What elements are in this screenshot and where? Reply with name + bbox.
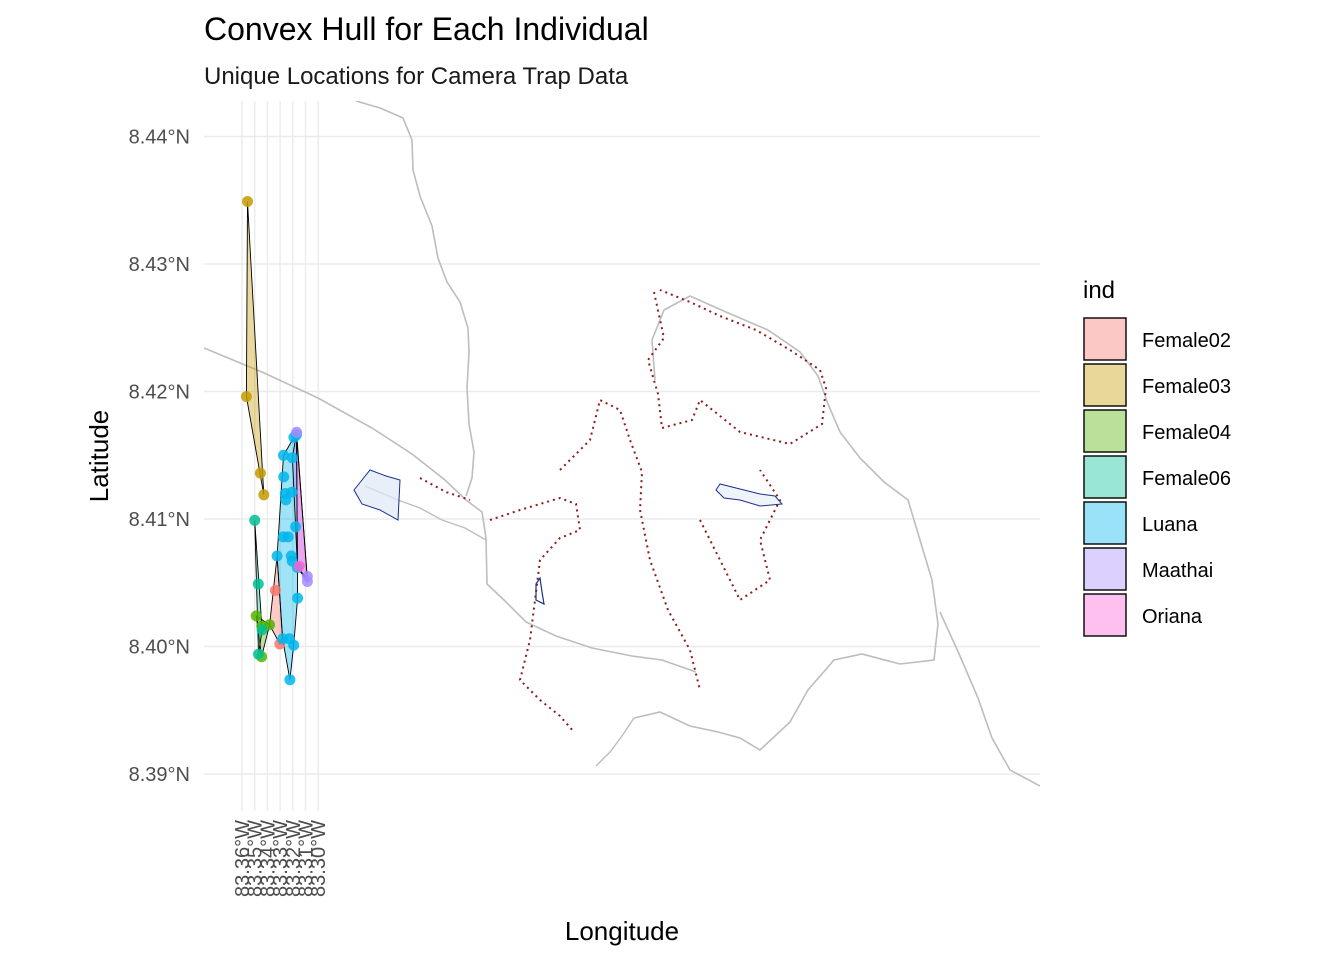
x-tick-label-4: 83.32°W [283,820,305,897]
point-luana-18 [292,592,304,604]
x-tick-label-0: 83.36°W [232,820,254,897]
point-luana-0 [278,449,289,461]
y-tick-label-0: 8.39°N [129,764,190,786]
legend-key-luana [1083,501,1127,545]
pond-polygon-small [535,576,545,606]
point-luana-1 [278,471,290,483]
legend-label-luana: Luana [1142,514,1198,536]
legend-key-maathai [1083,547,1127,591]
legend-label-maathai: Maathai [1142,560,1213,582]
x-tick-label-1: 83.35°W [245,820,267,897]
legend-label-female06: Female06 [1142,468,1231,490]
boundary-line-southeast [939,611,1040,787]
legend-label-female02: Female02 [1142,330,1231,352]
trail-dotted-east [699,469,782,602]
boundary-line-south [595,717,635,767]
lake-polygon [353,469,401,521]
y-axis-ticks: 8.39°N 8.40°N 8.41°N 8.42°N 8.43°N 8.44°N [129,127,190,787]
legend-label-female03: Female03 [1142,376,1231,398]
legend-key-female03 [1083,363,1127,407]
point-oriana-0 [293,560,305,572]
chart-subtitle: Unique Locations for Camera Trap Data [204,63,629,90]
point-female06-0 [249,514,261,526]
boundary-line-east [633,295,939,751]
point-female03-0 [242,196,253,207]
point-luana-16 [290,521,302,533]
boundary-line-northwest [355,101,475,497]
y-tick-label-5: 8.44°N [129,127,190,149]
x-axis-title: Longitude [565,916,679,946]
point-female06-1 [252,578,264,590]
legend-label-oriana: Oriana [1142,606,1203,628]
legend-label-female04: Female04 [1142,422,1231,444]
point-luana-12 [286,486,298,498]
legend: ind Female02 Female03 Female04 Female06 Luan… [1083,277,1231,637]
point-female03-3 [258,489,270,501]
x-axis-ticks: 83.36°W83.35°W83.34°W83.33°W83.32°W83.31… [232,820,330,897]
y-tick-label-3: 8.42°N [129,382,190,404]
point-luana-9 [284,674,296,686]
legend-key-female06 [1083,455,1127,499]
trail-dotted-main [646,289,828,446]
legend-key-female02 [1083,317,1127,361]
point-luana-5 [282,531,294,543]
point-maathai-0 [291,426,303,438]
pond-polygon-east [715,483,784,507]
x-tick-label-3: 83.33°W [270,820,292,897]
point-female04-0 [250,610,262,622]
point-female06-3 [256,624,268,636]
legend-key-oriana [1083,593,1127,637]
point-maathai-2 [301,576,313,587]
y-tick-label-2: 8.41°N [129,509,190,531]
grid-lines [204,101,1040,811]
y-axis-title: Latitude [84,410,114,503]
x-tick-label-6: 83.30°W [308,820,330,897]
legend-key-female04 [1083,409,1127,453]
point-luana-6 [271,550,283,562]
basemap-layer [204,101,1040,787]
point-female02-0 [269,584,281,596]
point-female03-1 [240,391,252,403]
chart-title: Convex Hull for Each Individual [204,11,649,47]
y-tick-label-4: 8.43°N [129,254,190,276]
point-female06-2 [253,648,264,660]
point-luana-15 [288,639,300,651]
point-female03-2 [254,467,266,479]
trail-dotted-west [489,496,582,733]
hull-oriana [296,434,308,581]
legend-title: ind [1083,277,1115,304]
points-layer [240,196,313,686]
x-tick-label-5: 83.31°W [296,820,318,897]
x-tick-label-2: 83.34°W [257,820,279,897]
hull-female03 [245,201,265,495]
y-tick-label-1: 8.40°N [129,637,190,659]
boundary-line-west [204,347,697,673]
point-luana-11 [286,452,298,464]
point-luana-3 [280,494,292,506]
